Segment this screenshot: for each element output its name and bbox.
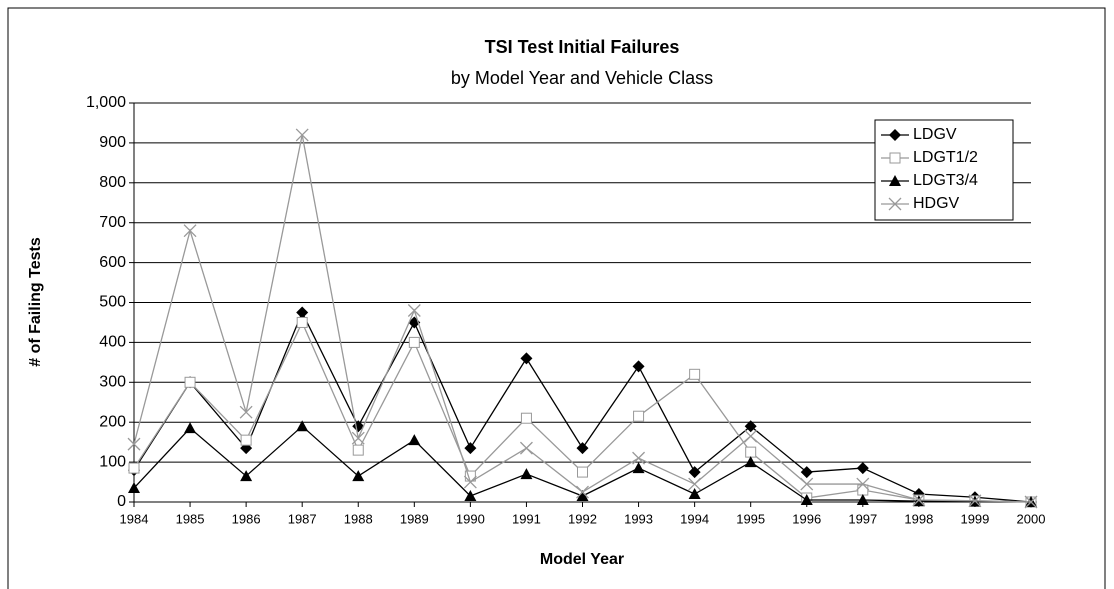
marker bbox=[800, 466, 813, 479]
marker bbox=[352, 444, 364, 456]
marker bbox=[632, 462, 645, 474]
x-tick-label: 1995 bbox=[736, 511, 765, 526]
x-tick-label: 1985 bbox=[176, 511, 205, 526]
marker bbox=[464, 442, 477, 455]
x-tick-label: 1998 bbox=[904, 511, 933, 526]
y-tick-label: 900 bbox=[99, 134, 126, 151]
y-tick-label: 600 bbox=[99, 254, 126, 271]
y-tick-label: 100 bbox=[99, 453, 126, 470]
marker bbox=[183, 224, 197, 238]
marker bbox=[576, 485, 589, 499]
y-tick-label: 700 bbox=[99, 214, 126, 231]
x-tick-label: 1997 bbox=[848, 511, 877, 526]
marker bbox=[889, 152, 901, 164]
x-tick-label: 1991 bbox=[512, 511, 541, 526]
marker bbox=[295, 128, 309, 142]
x-tick-label: 1989 bbox=[400, 511, 429, 526]
x-tick-label: 1990 bbox=[456, 511, 485, 526]
x-tick-label: 1992 bbox=[568, 511, 597, 526]
marker bbox=[968, 494, 982, 508]
marker bbox=[519, 441, 533, 455]
x-tick-label: 2000 bbox=[1017, 511, 1046, 526]
y-tick-label: 800 bbox=[99, 174, 126, 191]
marker bbox=[576, 490, 589, 502]
marker bbox=[577, 466, 588, 478]
y-tick-label: 500 bbox=[99, 294, 126, 311]
marker bbox=[520, 412, 532, 424]
marker bbox=[240, 434, 252, 446]
x-tick-label: 1987 bbox=[288, 511, 317, 526]
marker bbox=[407, 304, 421, 317]
chart-title: TSI Test Initial Failures bbox=[485, 37, 680, 57]
marker bbox=[296, 420, 309, 432]
marker bbox=[239, 405, 253, 419]
marker bbox=[127, 437, 141, 451]
marker bbox=[688, 488, 701, 500]
marker bbox=[889, 175, 901, 186]
chart-subtitle: by Model Year and Vehicle Class bbox=[451, 68, 713, 88]
marker bbox=[856, 462, 869, 475]
marker bbox=[351, 431, 365, 445]
x-tick-label: 1999 bbox=[960, 511, 989, 526]
marker bbox=[856, 494, 869, 506]
y-tick-label: 1,000 bbox=[86, 94, 126, 111]
marker bbox=[240, 470, 253, 482]
marker bbox=[408, 336, 420, 348]
marker bbox=[184, 422, 197, 434]
marker bbox=[463, 475, 477, 489]
marker bbox=[408, 434, 421, 446]
legend-label: HDGV bbox=[913, 195, 960, 212]
y-tick-label: 200 bbox=[99, 413, 126, 430]
marker bbox=[464, 490, 477, 502]
marker bbox=[520, 468, 533, 480]
marker bbox=[888, 197, 902, 211]
x-tick-label: 1988 bbox=[344, 511, 373, 526]
marker bbox=[633, 410, 645, 422]
legend-label: LDGV bbox=[913, 126, 957, 143]
marker bbox=[745, 446, 757, 458]
marker bbox=[520, 352, 533, 365]
x-tick-label: 1984 bbox=[120, 511, 149, 526]
marker bbox=[800, 477, 814, 491]
x-tick-label: 1986 bbox=[232, 511, 261, 526]
marker bbox=[688, 477, 702, 491]
marker bbox=[744, 420, 757, 433]
marker bbox=[128, 462, 140, 474]
legend: LDGV LDGT1/2 LDGT3/4 HDGV bbox=[874, 119, 1014, 221]
marker bbox=[688, 466, 701, 479]
legend-label: LDGT1/2 bbox=[913, 149, 978, 166]
marker bbox=[912, 493, 926, 507]
chart-border bbox=[7, 7, 1106, 589]
legend-label: LDGT3/4 bbox=[913, 172, 978, 189]
marker bbox=[800, 494, 813, 506]
marker bbox=[857, 484, 869, 496]
marker bbox=[128, 482, 140, 494]
marker bbox=[889, 129, 901, 141]
marker bbox=[689, 368, 701, 380]
x-axis-title: Model Year bbox=[540, 551, 624, 568]
y-tick-label: 300 bbox=[99, 374, 126, 391]
marker bbox=[352, 470, 365, 482]
marker bbox=[296, 316, 308, 328]
x-tick-label: 1993 bbox=[624, 511, 653, 526]
marker bbox=[632, 451, 646, 465]
marker bbox=[744, 429, 758, 443]
x-tick-label: 1994 bbox=[680, 511, 709, 526]
marker bbox=[1024, 495, 1038, 509]
marker bbox=[632, 360, 645, 373]
y-tick-label: 400 bbox=[99, 334, 126, 351]
y-tick-label: 0 bbox=[117, 493, 126, 510]
y-axis-title: # of Failing Tests bbox=[27, 237, 44, 367]
marker bbox=[576, 442, 589, 455]
x-tick-label: 1996 bbox=[792, 511, 821, 526]
marker bbox=[296, 306, 309, 319]
marker bbox=[856, 477, 870, 491]
marker bbox=[184, 376, 196, 388]
marker bbox=[744, 456, 757, 468]
